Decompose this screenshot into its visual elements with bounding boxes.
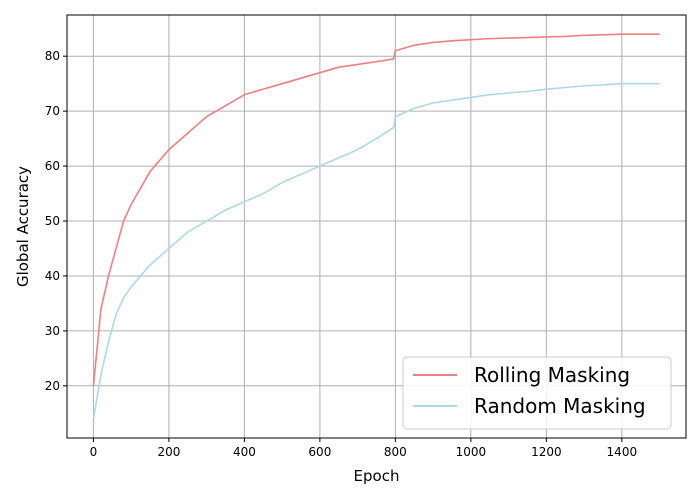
y-tick-label: 60 <box>45 159 60 173</box>
x-tick-label: 1400 <box>607 445 638 459</box>
y-axis-label: Global Accuracy <box>14 166 32 287</box>
legend: Rolling Masking Random Masking <box>402 356 672 430</box>
legend-box <box>402 356 672 430</box>
y-tick-label: 40 <box>45 269 60 283</box>
y-tick-label: 50 <box>45 214 60 228</box>
grid <box>67 15 686 438</box>
legend-label-rolling-masking: Rolling Masking <box>474 363 630 387</box>
x-tick-label: 1000 <box>456 445 487 459</box>
y-tick-label: 70 <box>45 104 60 118</box>
series-line-random-masking <box>92 82 660 419</box>
x-axis-label: Epoch <box>354 467 400 485</box>
legend-label-random-masking: Random Masking <box>474 394 646 418</box>
plot-frame <box>66 14 687 439</box>
y-tick-label: 80 <box>45 49 60 63</box>
y-tick-label: 20 <box>45 379 60 393</box>
series-layer <box>92 33 660 419</box>
x-tick-label: 200 <box>157 445 180 459</box>
x-tick-label: 800 <box>384 445 407 459</box>
x-tick-label: 400 <box>233 445 256 459</box>
series-line-rolling-masking <box>92 33 660 386</box>
x-axis-ticks: 0 200 400 600 800 1000 1200 1400 <box>90 438 638 459</box>
x-tick-label: 600 <box>308 445 331 459</box>
x-tick-label: 0 <box>90 445 98 459</box>
x-tick-label: 1200 <box>531 445 562 459</box>
y-tick-label: 30 <box>45 324 60 338</box>
y-axis-ticks: 20 30 40 50 60 70 80 <box>45 49 67 393</box>
